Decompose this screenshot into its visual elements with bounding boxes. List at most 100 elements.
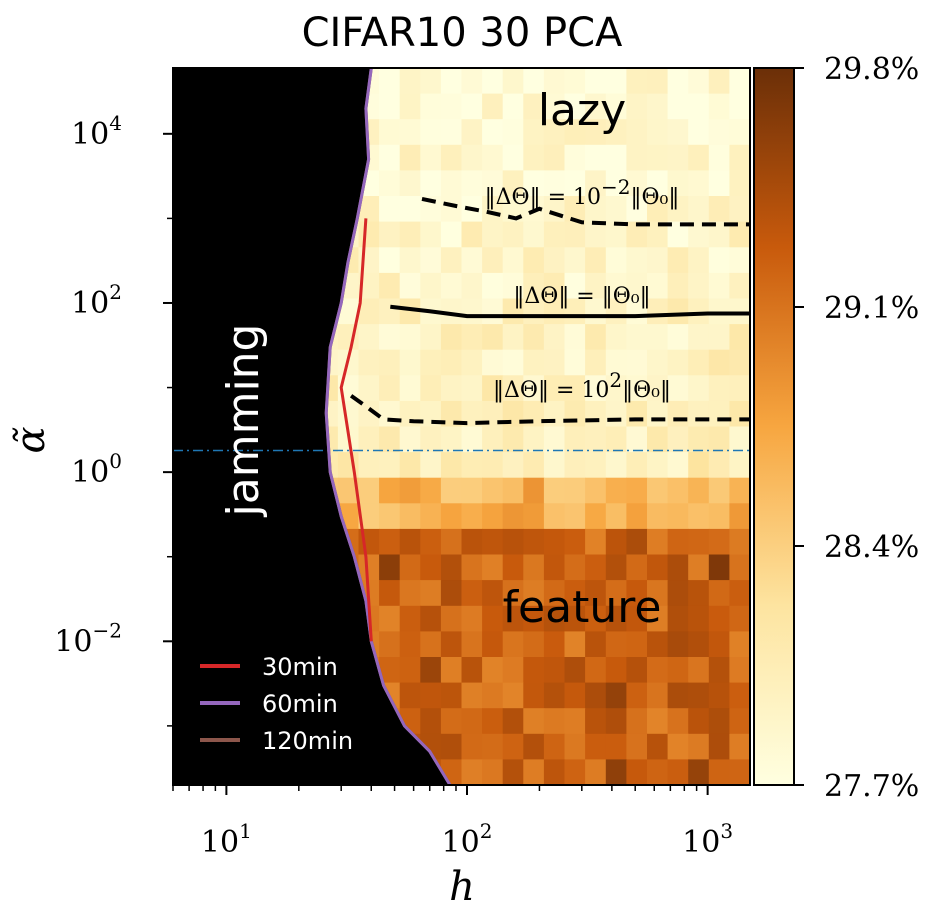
- heatmap-cell: [729, 144, 750, 171]
- heatmap-cell: [523, 93, 545, 120]
- heatmap-cell: [729, 759, 750, 785]
- heatmap-cell: [729, 657, 750, 684]
- heatmap-cell: [667, 144, 689, 171]
- heatmap-cell: [729, 733, 750, 760]
- heatmap-cell: [358, 452, 380, 479]
- heatmap-cell: [708, 400, 730, 428]
- heatmap-cell: [379, 657, 401, 684]
- heatmap-cell: [461, 93, 483, 120]
- heatmap-cell: [688, 298, 710, 325]
- heatmap-cell: [502, 426, 524, 453]
- heatmap-cell: [585, 170, 607, 197]
- heatmap-cell: [667, 657, 689, 684]
- heatmap-cell: [626, 657, 648, 684]
- heatmap-cell: [729, 349, 750, 376]
- heatmap-cell: [626, 605, 648, 632]
- heatmap-cell: [502, 708, 524, 735]
- heatmap-cell: [605, 68, 627, 95]
- heatmap-cell: [523, 759, 545, 785]
- heatmap-cell: [440, 93, 463, 120]
- heatmap-cell: [358, 477, 380, 504]
- heatmap-cell: [502, 375, 524, 402]
- heatmap-cell: [482, 298, 504, 325]
- heatmap-cell: [605, 452, 627, 479]
- heatmap-cell: [461, 272, 483, 300]
- heatmap-cell: [543, 272, 566, 300]
- heatmap-cell: [585, 708, 607, 735]
- heatmap-cell: [688, 682, 710, 709]
- heatmap-cell: [399, 119, 421, 146]
- heatmap-cell: [337, 477, 360, 504]
- heatmap-cell: [564, 682, 586, 709]
- heatmap-cell: [461, 349, 483, 376]
- heatmap-cell: [667, 375, 689, 402]
- heatmap-cell: [626, 580, 648, 607]
- heatmap-cell: [605, 733, 627, 760]
- heatmap-cell: [482, 657, 504, 684]
- x-tick-label: 103: [682, 819, 733, 860]
- legend-label-60min: 60min: [262, 690, 338, 718]
- heatmap-cell: [379, 93, 401, 120]
- heatmap-cell: [564, 605, 586, 632]
- heatmap-cell: [647, 272, 669, 300]
- heatmap-cell: [605, 580, 627, 607]
- heatmap-cell: [708, 528, 730, 556]
- heatmap-cell: [502, 554, 524, 581]
- heatmap-cell: [667, 759, 689, 785]
- heatmap-cell: [605, 349, 627, 376]
- heatmap-cell: [667, 708, 689, 735]
- x-axis-label: h: [449, 864, 475, 910]
- heatmap-cell: [729, 503, 750, 530]
- legend-label-30min: 30min: [262, 653, 338, 681]
- heatmap-cell: [420, 170, 442, 197]
- colorbar-tick-label: 29.1%: [824, 291, 919, 326]
- heatmap-cell: [523, 298, 545, 325]
- heatmap-cell: [647, 605, 669, 632]
- heatmap-cell: [626, 170, 648, 197]
- heatmap-cell: [543, 708, 566, 735]
- heatmap-cell: [420, 221, 442, 248]
- heatmap-cell: [358, 503, 380, 530]
- heatmap-cell: [729, 682, 750, 709]
- heatmap-cell: [688, 93, 710, 120]
- heatmap-cell: [543, 759, 566, 785]
- heatmap-cell: [440, 631, 463, 658]
- heatmap-cell: [543, 298, 566, 325]
- heatmap-cell: [420, 247, 442, 274]
- heatmap-cell: [543, 221, 566, 248]
- heatmap-cell: [564, 477, 586, 504]
- heatmap-cell: [502, 733, 524, 760]
- heatmap-cell: [729, 196, 750, 223]
- heatmap-cell: [626, 272, 648, 300]
- heatmap-cell: [667, 170, 689, 197]
- heatmap-cell: [564, 631, 586, 658]
- heatmap-cell: [523, 375, 545, 402]
- heatmap-cell: [502, 298, 524, 325]
- heatmap-cell: [605, 400, 627, 428]
- heatmap-cell: [585, 657, 607, 684]
- heatmap-cell: [502, 349, 524, 376]
- heatmap-cell: [626, 400, 648, 428]
- heatmap-cell: [379, 68, 401, 95]
- heatmap-cell: [564, 528, 586, 556]
- heatmap-cell: [502, 503, 524, 530]
- heatmap-cell: [420, 528, 442, 556]
- heatmap-cell: [626, 144, 648, 171]
- heatmap-cell: [543, 144, 566, 171]
- heatmap-cell: [399, 503, 421, 530]
- heatmap-cell: [379, 144, 401, 171]
- heatmap-cell: [708, 708, 730, 735]
- heatmap-cell: [626, 68, 648, 95]
- colorbar-ticks: 29.8% 29.1% 28.4% 27.7%: [794, 52, 919, 804]
- heatmap-cell: [461, 733, 483, 760]
- heatmap-cell: [420, 631, 442, 658]
- heatmap-cell: [543, 682, 566, 709]
- heatmap-cell: [564, 324, 586, 351]
- heatmap-cell: [399, 631, 421, 658]
- heatmap-cell: [420, 554, 442, 581]
- heatmap-cell: [379, 247, 401, 274]
- contour-line-0: [421, 196, 750, 227]
- heatmap-cell: [585, 400, 607, 428]
- heatmap-cell: [440, 196, 463, 223]
